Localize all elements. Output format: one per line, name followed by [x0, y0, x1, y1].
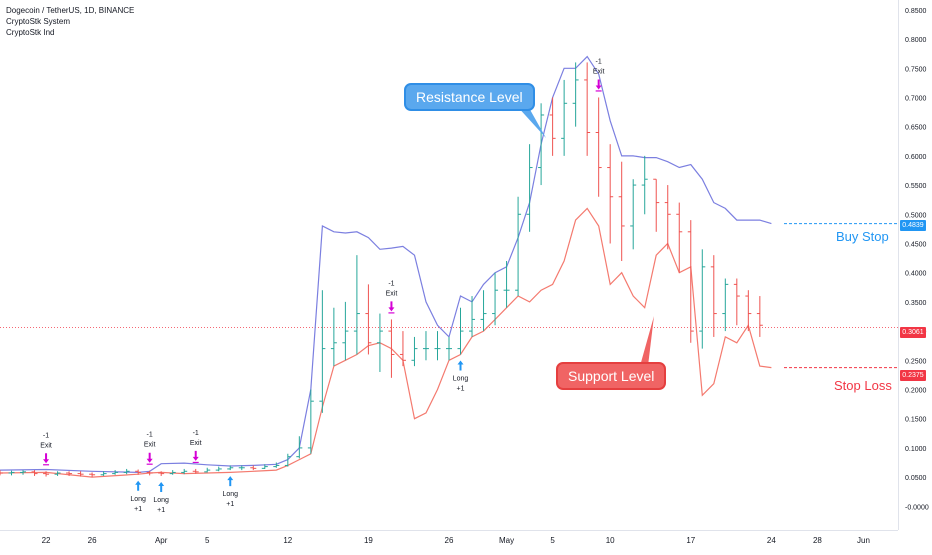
x-tick-label: 19 — [364, 536, 373, 545]
x-tick-label: 12 — [283, 536, 292, 545]
exit-label: -1 — [43, 432, 49, 439]
long-arrow — [227, 476, 234, 487]
resistance-callout[interactable]: Resistance Level — [404, 83, 535, 111]
y-tick-label: 0.1500 — [905, 417, 927, 424]
indicator-legend-system[interactable]: CryptoStk System — [6, 17, 71, 26]
x-tick-label: 26 — [445, 536, 454, 545]
x-tick-label: Jun — [857, 536, 870, 545]
long-label: +1 — [226, 501, 234, 508]
y-tick-label: 0.6000 — [905, 154, 927, 161]
long-arrow — [158, 481, 165, 492]
y-tick-label: 0.4000 — [905, 271, 927, 278]
x-tick-label: 5 — [550, 536, 555, 545]
x-tick-label: 26 — [88, 536, 97, 545]
exit-arrow — [388, 301, 395, 312]
exit-arrow — [43, 453, 50, 464]
y-tick-label: 0.2000 — [905, 388, 927, 395]
exit-label: -1 — [596, 58, 602, 65]
long-label: +1 — [457, 385, 465, 392]
y-tick-label: 0.5500 — [905, 183, 927, 190]
lower-band-line — [0, 207, 772, 478]
exit-label: Exit — [190, 440, 202, 447]
price-axis-border — [898, 0, 899, 530]
indicator-legend-ind[interactable]: CryptoStk Ind — [6, 28, 55, 37]
stop-loss-label[interactable]: Stop Loss — [834, 378, 892, 393]
x-tick-label: May — [499, 536, 514, 545]
exit-label: -1 — [193, 430, 199, 437]
x-tick-label: 17 — [686, 536, 695, 545]
exit-label: Exit — [40, 442, 52, 449]
y-tick-label: 0.7000 — [905, 95, 927, 102]
time-axis-border — [0, 530, 898, 531]
chart-legend: Dogecoin / TetherUS, 1D, BINANCE CryptoS… — [6, 5, 134, 38]
buy-stop-label[interactable]: Buy Stop — [836, 229, 889, 244]
exit-label: Exit — [386, 290, 398, 297]
long-label: Long — [130, 496, 146, 503]
support-pointer — [640, 316, 654, 366]
x-tick-label: 22 — [42, 536, 51, 545]
buy-stop-price-tag: 0.4839 — [900, 220, 926, 231]
long-label: Long — [222, 491, 238, 498]
x-tick-label: 24 — [767, 536, 776, 545]
y-tick-label: 0.4500 — [905, 241, 927, 248]
exit-label: -1 — [388, 280, 394, 287]
long-arrow — [135, 480, 142, 491]
exit-label: Exit — [593, 68, 605, 75]
upper-band-line — [0, 55, 772, 474]
y-tick-label: 0.1000 — [905, 446, 927, 453]
last-price-tag: 0.3061 — [900, 327, 926, 338]
support-callout[interactable]: Support Level — [556, 362, 667, 390]
y-tick-label: 0.8500 — [905, 8, 927, 15]
y-tick-label: 0.8000 — [905, 37, 927, 44]
exit-label: Exit — [144, 442, 156, 449]
stop-loss-price-tag: 0.2375 — [900, 370, 926, 381]
long-label: Long — [153, 497, 169, 504]
y-tick-label: 0.5000 — [905, 212, 927, 219]
y-tick-label: 0.6500 — [905, 125, 927, 132]
y-tick-label: -0.0000 — [905, 504, 929, 511]
exit-arrow — [192, 450, 199, 461]
x-tick-label: Apr — [155, 536, 168, 545]
long-label: +1 — [157, 507, 165, 514]
exit-arrow — [595, 79, 602, 90]
long-arrow — [457, 360, 464, 371]
y-tick-label: 0.7500 — [905, 66, 927, 73]
y-tick-label: 0.3500 — [905, 300, 927, 307]
x-tick-label: 10 — [606, 536, 615, 545]
symbol-title[interactable]: Dogecoin / TetherUS, 1D, BINANCE — [6, 6, 135, 15]
exit-label: -1 — [147, 432, 153, 439]
exit-arrow — [146, 452, 153, 463]
y-tick-label: 0.2500 — [905, 358, 927, 365]
x-tick-label: 28 — [813, 536, 822, 545]
x-tick-label: 5 — [205, 536, 210, 545]
long-label: +1 — [134, 506, 142, 513]
y-tick-label: 0.0500 — [905, 475, 927, 482]
long-label: Long — [453, 375, 469, 382]
